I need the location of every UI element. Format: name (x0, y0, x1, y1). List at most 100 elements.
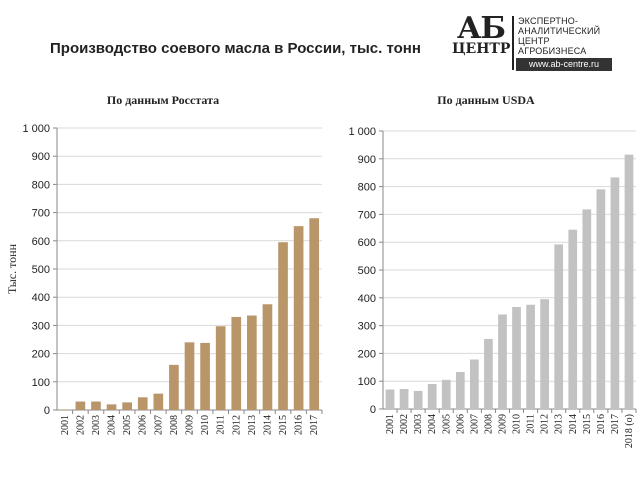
chart-title: По данным USDA (437, 93, 535, 107)
y-tick-label: 600 (358, 237, 376, 249)
bar (309, 218, 320, 410)
logo-mark-top: АБ (456, 11, 506, 46)
bar (554, 244, 564, 409)
x-tick-label: 2005 (441, 414, 452, 434)
x-tick-label: 2013 (554, 414, 565, 434)
y-tick-label: 1 000 (348, 126, 376, 138)
bar (498, 314, 507, 409)
y-tick-label: 500 (358, 265, 376, 277)
bar (385, 389, 395, 409)
x-tick-label: 2009 (497, 414, 508, 434)
bar (540, 299, 549, 409)
x-tick-label: 2011 (216, 415, 227, 435)
x-tick-label: 2010 (512, 414, 523, 434)
bar (512, 306, 521, 409)
y-tick-label: 900 (358, 154, 376, 166)
y-tick-label: 600 (32, 236, 50, 248)
bar (484, 338, 493, 409)
logo-line-2: АНАЛИТИЧЕСКИЙ (518, 26, 601, 36)
bar (610, 177, 620, 409)
y-tick-label: 800 (358, 182, 376, 194)
bar (247, 315, 257, 410)
bar (568, 229, 578, 409)
logo-divider (512, 16, 514, 70)
x-tick-label: 2002 (75, 415, 86, 435)
y-tick-label: 800 (32, 179, 50, 191)
logo-mark: АБ ЦЕНТР (452, 11, 511, 57)
y-tick-label: 200 (358, 348, 376, 360)
x-tick-label: 2007 (469, 414, 480, 434)
x-tick-label: 2006 (455, 414, 466, 434)
x-tick-label: 2004 (427, 414, 438, 434)
bar (215, 326, 226, 410)
bar (293, 226, 304, 410)
x-tick-label: 2017 (309, 415, 320, 435)
bar (413, 390, 423, 409)
bar (137, 397, 148, 410)
bar (278, 242, 288, 410)
y-tick-label: 700 (358, 209, 376, 221)
x-tick-label: 2007 (153, 415, 164, 435)
x-tick-label: 2004 (107, 415, 118, 435)
bar (470, 359, 479, 409)
x-tick-label: 2003 (91, 415, 102, 435)
y-tick-label: 1 000 (22, 123, 50, 135)
ab-centre-logo: АБ ЦЕНТР ЭКСПЕРТНО- АНАЛИТИЧЕСКИЙ ЦЕНТР … (452, 14, 622, 72)
x-tick-label: 2012 (231, 415, 242, 435)
y-tick-label: 300 (358, 321, 376, 333)
bar (200, 342, 210, 410)
chart-rosstat: По данным Росстата 0 100 200 300 400 500 600 700… (5, 93, 323, 435)
y-tick-label: 100 (358, 376, 376, 388)
page-title: Производство соевого масла в России, тыс… (50, 40, 421, 57)
x-tick-label: 2015 (278, 415, 289, 435)
bar (231, 316, 242, 410)
x-tick-label: 2001 (60, 415, 71, 435)
x-tick-label: 2005 (122, 415, 133, 435)
y-tick-label: 0 (44, 405, 50, 417)
x-tick-label: 2011 (526, 414, 537, 434)
bar (526, 304, 535, 409)
bar (169, 364, 179, 410)
x-tick-label: 2014 (262, 415, 273, 435)
x-tick-label: 2017 (610, 414, 621, 434)
chart-title: По данным Росстата (107, 93, 219, 107)
bar (106, 404, 117, 410)
y-axis-title: Тыс. тонн (5, 243, 19, 294)
x-tick-label: 2002 (399, 414, 410, 434)
bar (624, 154, 634, 409)
x-tick-label: 2015 (582, 414, 593, 434)
x-tick-label: 2009 (185, 415, 196, 435)
y-tick-label: 0 (370, 404, 376, 416)
x-tick-label: 2003 (413, 414, 424, 434)
logo-mark-bottom: ЦЕНТР (452, 41, 511, 57)
bar (184, 342, 195, 410)
bar (582, 209, 592, 409)
logo-text: ЭКСПЕРТНО- АНАЛИТИЧЕСКИЙ ЦЕНТР АГРОБИЗНЕ… (518, 16, 600, 56)
bar (153, 393, 164, 410)
y-tick-label: 700 (32, 208, 50, 220)
logo-line-1: ЭКСПЕРТНО- (518, 16, 579, 26)
x-tick-label: 2006 (138, 415, 149, 435)
x-tick-label: 2010 (200, 415, 211, 435)
bar (262, 304, 273, 410)
x-tick-label: 2008 (483, 414, 494, 434)
x-tick-label: 2016 (294, 415, 305, 435)
y-tick-label: 400 (358, 293, 376, 305)
y-tick-label: 500 (32, 264, 50, 276)
x-tick-label: 2014 (568, 414, 579, 434)
bar (596, 189, 606, 409)
x-tick-label: 2018 (о) (624, 414, 635, 448)
bar (399, 388, 409, 409)
bar (122, 402, 132, 410)
bar (441, 379, 451, 409)
logo-url: www.ab-centre.ru (516, 58, 612, 71)
logo-line-4: АГРОБИЗНЕСА (518, 46, 587, 56)
x-tick-label: 2008 (169, 415, 180, 435)
chart-usda: По данным USDA 0 100 200 300 400 500 600 700 800 9… (348, 93, 637, 448)
x-tick-label: 2016 (596, 414, 607, 434)
x-tick-label: 2001 (385, 414, 396, 434)
bar (455, 372, 465, 409)
bar (91, 401, 101, 410)
logo-line-3: ЦЕНТР (518, 36, 550, 46)
